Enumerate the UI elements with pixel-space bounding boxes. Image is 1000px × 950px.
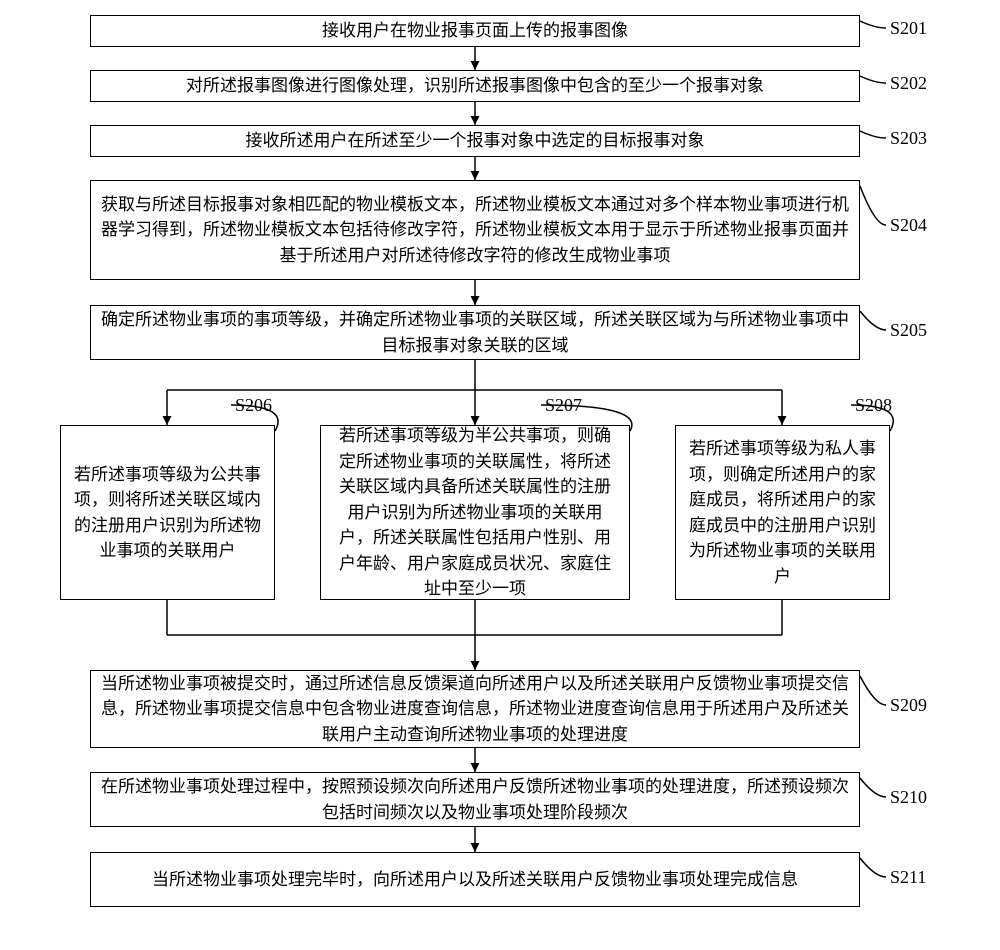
label-s207: S207 (545, 395, 582, 416)
step-s207: 若所述事项等级为半公共事项，则确定所述物业事项的关联属性，将所述关联区域内具备所… (320, 425, 630, 600)
step-text: 获取与所述目标报事对象相匹配的物业模板文本，所述物业模板文本通过对多个样本物业事… (101, 192, 849, 269)
step-s203: 接收所述用户在所述至少一个报事对象中选定的目标报事对象 (90, 125, 860, 157)
step-text: 当所述物业事项处理完毕时，向所述用户以及所述关联用户反馈物业事项处理完成信息 (152, 867, 798, 893)
label-s203: S203 (890, 128, 927, 149)
step-s202: 对所述报事图像进行图像处理，识别所述报事图像中包含的至少一个报事对象 (90, 70, 860, 102)
step-text: 若所述事项等级为公共事项，则将所述关联区域内的注册用户识别为所述物业事项的关联用… (71, 462, 264, 564)
step-text: 在所述物业事项处理过程中，按照预设频次向所述用户反馈所述物业事项的处理进度，所述… (101, 774, 849, 825)
step-text: 对所述报事图像进行图像处理，识别所述报事图像中包含的至少一个报事对象 (186, 73, 764, 99)
step-text: 接收用户在物业报事页面上传的报事图像 (322, 18, 628, 44)
step-s204: 获取与所述目标报事对象相匹配的物业模板文本，所述物业模板文本通过对多个样本物业事… (90, 180, 860, 280)
label-s205: S205 (890, 320, 927, 341)
step-s206: 若所述事项等级为公共事项，则将所述关联区域内的注册用户识别为所述物业事项的关联用… (60, 425, 275, 600)
step-s208: 若所述事项等级为私人事项，则确定所述用户的家庭成员，将所述用户的家庭成员中的注册… (675, 425, 890, 600)
label-s204: S204 (890, 215, 927, 236)
label-s211: S211 (890, 867, 926, 888)
label-s210: S210 (890, 787, 927, 808)
label-s209: S209 (890, 695, 927, 716)
step-s210: 在所述物业事项处理过程中，按照预设频次向所述用户反馈所述物业事项的处理进度，所述… (90, 772, 860, 827)
label-s202: S202 (890, 73, 927, 94)
step-text: 当所述物业事项被提交时，通过所述信息反馈渠道向所述用户以及所述关联用户反馈物业事… (101, 671, 849, 748)
label-s208: S208 (855, 395, 892, 416)
step-s201: 接收用户在物业报事页面上传的报事图像 (90, 15, 860, 47)
step-s209: 当所述物业事项被提交时，通过所述信息反馈渠道向所述用户以及所述关联用户反馈物业事… (90, 670, 860, 748)
label-s206: S206 (235, 395, 272, 416)
label-s201: S201 (890, 18, 927, 39)
step-s211: 当所述物业事项处理完毕时，向所述用户以及所述关联用户反馈物业事项处理完成信息 (90, 852, 860, 907)
step-s205: 确定所述物业事项的事项等级，并确定所述物业事项的关联区域，所述关联区域为与所述物… (90, 305, 860, 360)
step-text: 接收所述用户在所述至少一个报事对象中选定的目标报事对象 (246, 128, 705, 154)
step-text: 确定所述物业事项的事项等级，并确定所述物业事项的关联区域，所述关联区域为与所述物… (101, 307, 849, 358)
step-text: 若所述事项等级为私人事项，则确定所述用户的家庭成员，将所述用户的家庭成员中的注册… (686, 436, 879, 589)
step-text: 若所述事项等级为半公共事项，则确定所述物业事项的关联属性，将所述关联区域内具备所… (331, 423, 619, 602)
